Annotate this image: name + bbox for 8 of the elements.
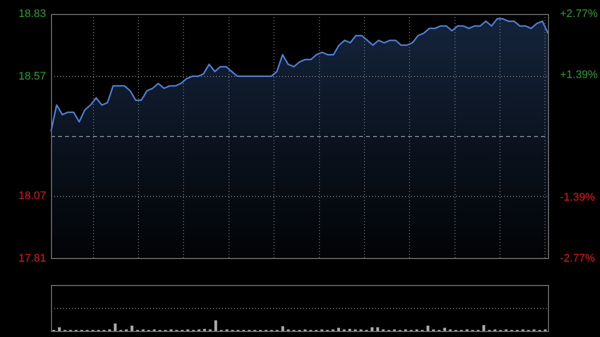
y2-tick-label: +1.39% (560, 68, 598, 81)
y2-tick-label: +2.77% (560, 8, 598, 20)
y-tick-label: 17.81 (18, 252, 46, 264)
y2-tick-label: -1.39% (560, 192, 596, 204)
y-tick-label: 18.83 (18, 8, 46, 20)
y2-tick-label: -2.77% (560, 252, 596, 264)
y-tick-label: 18.07 (18, 190, 46, 202)
y-tick-label: 18.57 (18, 70, 46, 82)
